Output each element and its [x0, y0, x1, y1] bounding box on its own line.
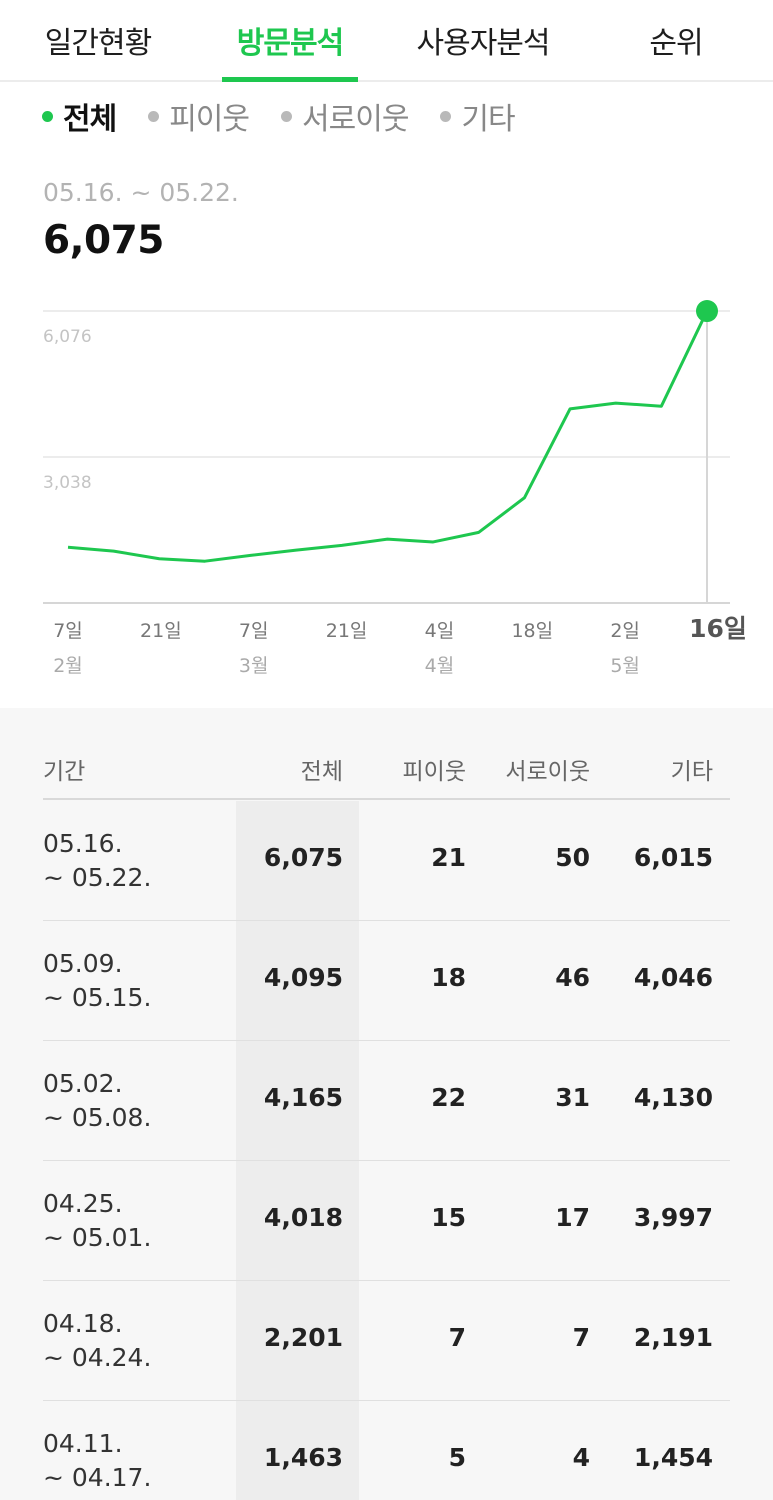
- filter-mutual-neighbor[interactable]: 서로이웃: [281, 94, 409, 138]
- tab-user-analysis[interactable]: 사용자분석: [416, 26, 551, 61]
- row-period-end: ~ 05.15.: [43, 983, 152, 1012]
- x-tick-label: 21일: [140, 620, 182, 642]
- tab-visit-analysis[interactable]: 방문분석: [236, 26, 344, 61]
- row-period-start: 04.25.: [43, 1189, 123, 1218]
- row-period: 04.18. ~ 04.24.: [43, 1307, 151, 1375]
- row-neighbor: 21: [431, 843, 466, 872]
- x-tick-label: 4일: [425, 620, 455, 642]
- table-row[interactable]: 04.25. ~ 05.01. 4,018 15 17 3,997: [43, 1161, 730, 1281]
- x-tick-label: 2일: [610, 620, 640, 642]
- top-tab-bar: 일간현황 방문분석 사용자분석 순위: [0, 0, 773, 82]
- row-period-start: 04.11.: [43, 1429, 123, 1458]
- row-period-start: 05.09.: [43, 949, 123, 978]
- y-tick-label: 3,038: [43, 473, 92, 493]
- row-other: 4,046: [633, 963, 713, 992]
- filter-label: 전체: [63, 102, 117, 137]
- row-mutual: 4: [572, 1443, 590, 1472]
- row-period-end: ~ 04.17.: [43, 1463, 152, 1492]
- row-mutual: 46: [555, 963, 590, 992]
- x-tick-label: 7일: [239, 620, 269, 642]
- row-period: 04.11. ~ 04.17.: [43, 1427, 151, 1495]
- row-period-start: 04.18.: [43, 1309, 123, 1338]
- table-row[interactable]: 04.11. ~ 04.17. 1,463 5 4 1,454: [43, 1401, 730, 1500]
- row-period-end: ~ 05.08.: [43, 1103, 152, 1132]
- active-tab-indicator: [222, 77, 358, 82]
- row-mutual: 31: [555, 1083, 590, 1112]
- x-tick-label: 7일: [53, 620, 83, 642]
- row-total: 1,463: [263, 1443, 343, 1472]
- row-neighbor: 7: [448, 1323, 466, 1352]
- row-period-start: 05.16.: [43, 829, 123, 858]
- summary-period: 05.16. ~ 05.22.: [43, 178, 239, 207]
- row-period: 05.09. ~ 05.15.: [43, 947, 151, 1015]
- x-tick-label: 18일: [511, 620, 553, 642]
- row-other: 4,130: [633, 1083, 713, 1112]
- table-row[interactable]: 05.02. ~ 05.08. 4,165 22 31 4,130: [43, 1041, 730, 1161]
- filter-dot-icon: [440, 110, 452, 122]
- row-mutual: 17: [555, 1203, 590, 1232]
- table-row[interactable]: 05.16. ~ 05.22. 6,075 21 50 6,015: [43, 801, 730, 921]
- header-total: 전체: [300, 759, 343, 785]
- row-other: 1,454: [633, 1443, 713, 1472]
- visits-line-chart[interactable]: 3,038 6,076 7일 2월 21일 7일 3월 21일 4일 4월 18일 2일 5월 16일: [0, 290, 773, 690]
- row-period-end: ~ 04.24.: [43, 1343, 152, 1372]
- x-month-label: 5월: [610, 655, 640, 677]
- x-month-label: 3월: [239, 655, 269, 677]
- filter-dot-icon: [42, 110, 53, 122]
- row-total: 6,075: [263, 843, 343, 872]
- row-period-start: 05.02.: [43, 1069, 123, 1098]
- tab-ranking[interactable]: 순위: [649, 26, 703, 61]
- row-total: 4,018: [263, 1203, 343, 1232]
- header-mutual: 서로이웃: [505, 759, 590, 785]
- total-column-highlight: [236, 801, 359, 1500]
- filter-label: 피이웃: [169, 102, 250, 137]
- filter-other[interactable]: 기타: [440, 94, 516, 138]
- row-total: 4,165: [263, 1083, 343, 1112]
- header-other: 기타: [670, 759, 713, 785]
- row-period: 05.16. ~ 05.22.: [43, 827, 151, 895]
- row-period-end: ~ 05.22.: [43, 863, 152, 892]
- filter-dot-icon: [148, 110, 160, 122]
- x-tick-label: 21일: [326, 620, 368, 642]
- filter-neighbor[interactable]: 피이웃: [148, 94, 250, 138]
- filter-label: 서로이웃: [302, 102, 409, 137]
- row-total: 2,201: [263, 1323, 343, 1352]
- row-period: 04.25. ~ 05.01.: [43, 1187, 151, 1255]
- filter-label: 기타: [461, 102, 515, 137]
- row-mutual: 50: [555, 843, 590, 872]
- row-neighbor: 15: [431, 1203, 466, 1232]
- row-neighbor: 22: [431, 1083, 466, 1112]
- row-other: 3,997: [633, 1203, 713, 1232]
- table-header: 기간 전체 피이웃 서로이웃 기타: [43, 740, 730, 800]
- header-neighbor: 피이웃: [402, 759, 466, 785]
- row-neighbor: 18: [431, 963, 466, 992]
- summary-total: 6,075: [43, 218, 164, 263]
- chart-svg: 3,038 6,076 7일 2월 21일 7일 3월 21일 4일 4월 18일 2일 5월 16일: [43, 300, 747, 677]
- row-mutual: 7: [572, 1323, 590, 1352]
- y-tick-label: 6,076: [43, 327, 92, 347]
- row-total: 4,095: [263, 963, 343, 992]
- row-period: 05.02. ~ 05.08.: [43, 1067, 151, 1135]
- row-period-end: ~ 05.01.: [43, 1223, 152, 1252]
- table-row[interactable]: 05.09. ~ 05.15. 4,095 18 46 4,046: [43, 921, 730, 1041]
- row-other: 6,015: [633, 843, 713, 872]
- x-month-label: 4월: [425, 655, 455, 677]
- series-line: [67, 310, 709, 563]
- table-row[interactable]: 04.18. ~ 04.24. 2,201 7 7 2,191: [43, 1281, 730, 1401]
- filter-all[interactable]: 전체: [42, 94, 117, 138]
- x-tick-label: 16일: [689, 614, 747, 643]
- x-month-label: 2월: [53, 655, 83, 677]
- row-neighbor: 5: [448, 1443, 466, 1472]
- filter-bar: 전체 피이웃 서로이웃 기타: [42, 94, 547, 138]
- header-period: 기간: [43, 759, 86, 785]
- stats-table-section: [0, 708, 773, 1500]
- filter-dot-icon: [281, 110, 293, 122]
- tab-daily-status[interactable]: 일간현황: [44, 26, 152, 61]
- row-other: 2,191: [633, 1323, 713, 1352]
- data-point-highlight: [696, 300, 718, 323]
